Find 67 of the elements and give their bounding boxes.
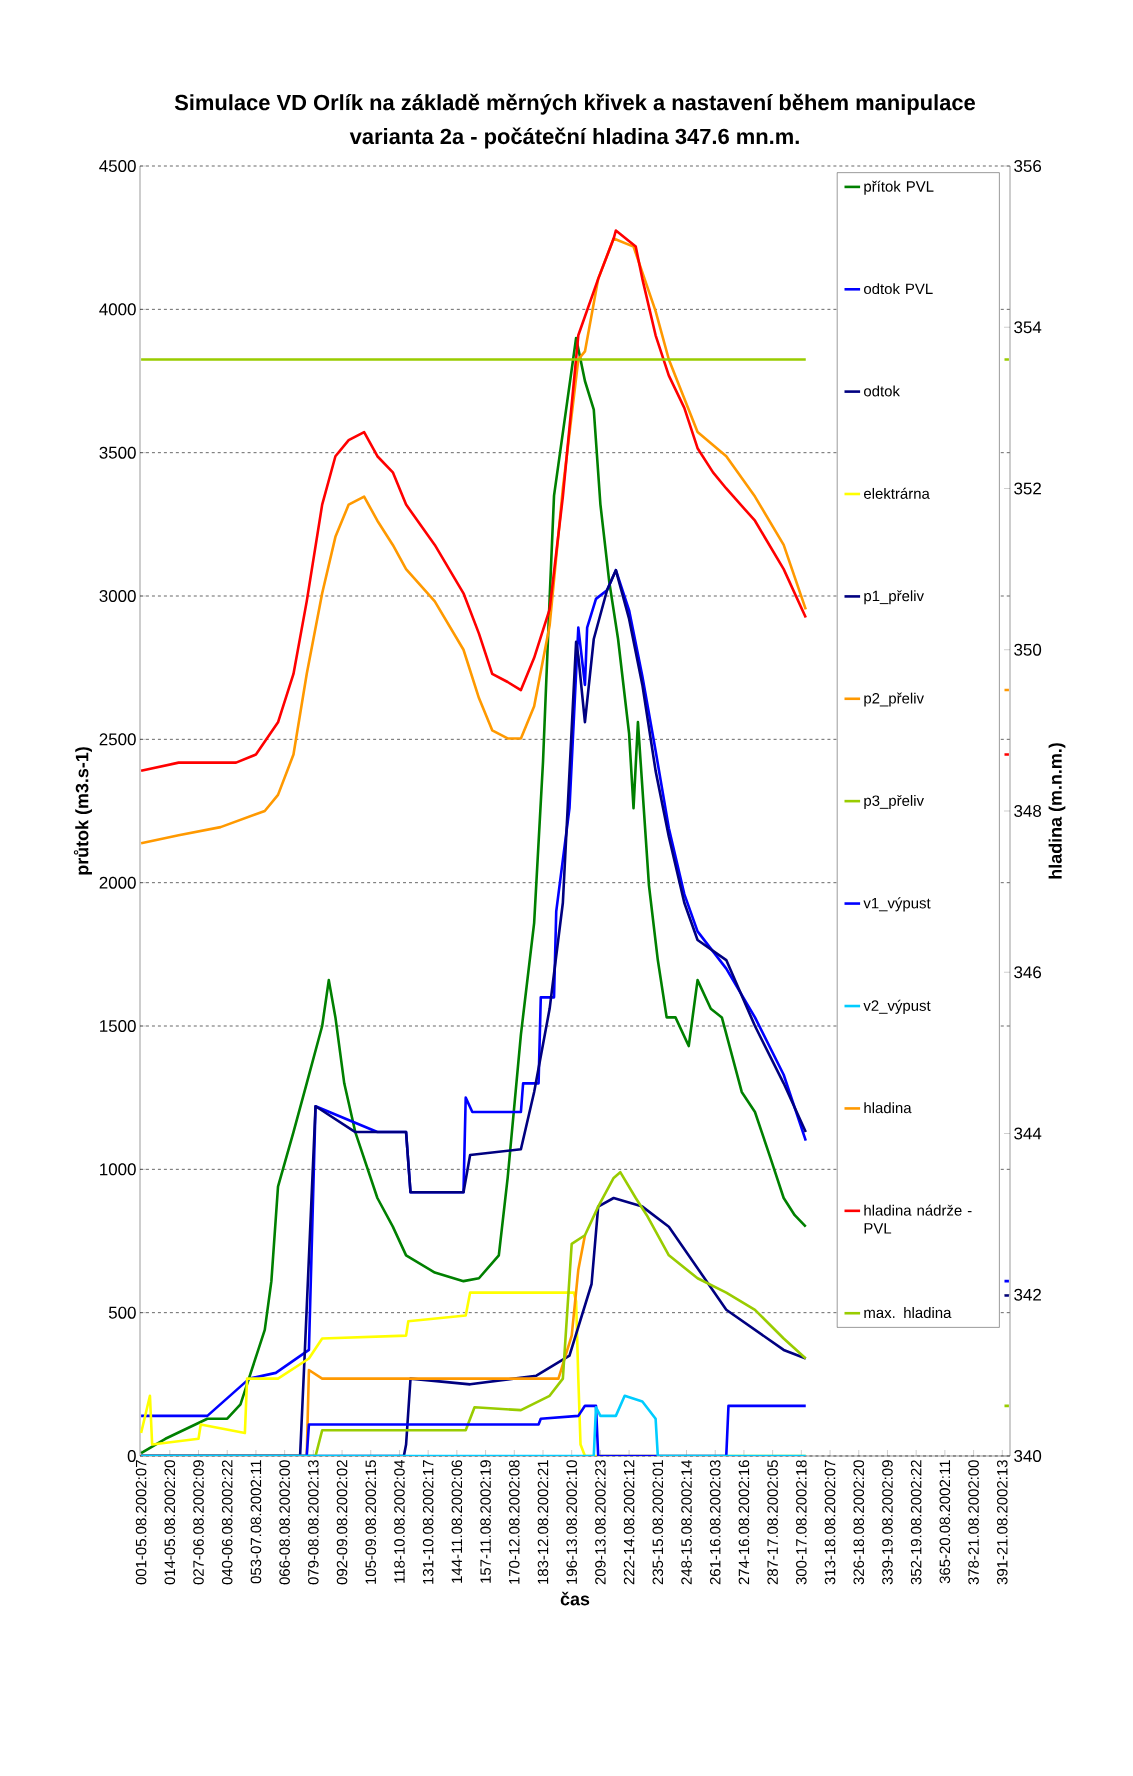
x-tick-label: 235-15.08.2002:01 <box>652 1460 664 1585</box>
legend-label: p1_přeliv <box>864 590 924 605</box>
legend-label: v1_výpust <box>863 897 931 912</box>
x-tick-label: 001-05.08.2002:07 <box>135 1460 147 1585</box>
y2-tick-label: 352 <box>1014 482 1041 495</box>
x-tick-label: 053-07.08.2002:11 <box>250 1460 262 1584</box>
y2-tick-label: 340 <box>1014 1450 1042 1462</box>
y-tick-label: 2500 <box>99 733 136 746</box>
chart-title: Simulace VD Orlík na základě měrných křivek a nastavení během manipulace <box>174 93 975 115</box>
x-tick-label: 378-21.08.2002:00 <box>968 1460 979 1585</box>
legend-label: hladina nádrže - PVL <box>864 1204 972 1234</box>
x-tick-label: 339-19.08.2002:09 <box>882 1460 893 1585</box>
legend-label: p3_přeliv <box>864 794 924 809</box>
x-tick-label: 352-19.08.2002:22 <box>910 1460 922 1585</box>
x-tick-label: 274-16.08.2002:16 <box>738 1460 750 1585</box>
y2-tick-label: 346 <box>1014 966 1042 979</box>
x-tick-label: 196-13.08.2002:10 <box>566 1460 577 1584</box>
legend-label: max. hladina <box>864 1307 952 1319</box>
y-tick-label: 0 <box>127 1450 136 1462</box>
x-tick-label: 105-09.08.2002:15 <box>365 1460 377 1584</box>
x-tick-label: 183-12.08.2002:21 <box>537 1460 549 1584</box>
y-tick-label: 1500 <box>100 1020 136 1032</box>
x-tick-label: 313-18.08.2002:07 <box>824 1460 836 1585</box>
x-tick-label: 144-11.08.2002:06 <box>451 1460 463 1583</box>
x-tick-label: 248-15.08.2002:14 <box>681 1459 692 1585</box>
x-tick-label: 040-06.08.2002:22 <box>221 1460 233 1585</box>
y-axis-title: průtok (m3.s-1) <box>73 747 92 875</box>
y-tick-label: 500 <box>108 1306 136 1319</box>
x-tick-label: 118-10.08.2002:04 <box>394 1459 405 1583</box>
y2-tick-label: 344 <box>1014 1127 1042 1140</box>
y-tick-label: 4000 <box>99 303 136 316</box>
chart-subtitle: varianta 2a - počáteční hladina 347.6 mn.m. <box>349 127 799 149</box>
y-tick-label: 3000 <box>99 590 136 603</box>
y-tick-label: 3500 <box>99 446 136 459</box>
y-tick-label: 1000 <box>100 1163 136 1176</box>
x-tick-label: 014-05.08.2002:20 <box>164 1460 176 1585</box>
y-tick-label: 4500 <box>99 160 136 173</box>
x-tick-label: 222-14.08.2002:12 <box>623 1460 635 1585</box>
x-tick-label: 157-11.08.2002:19 <box>480 1460 491 1583</box>
x-tick-label: 365-20.08.2002:11 <box>939 1460 951 1584</box>
x-tick-label: 079-08.08.2002:13 <box>308 1460 319 1585</box>
x-tick-label: 261-16.08.2002:03 <box>709 1460 721 1585</box>
y2-axis-title: hladina (m.n.m.) <box>1048 743 1066 879</box>
y2-tick-label: 342 <box>1014 1288 1041 1301</box>
legend-label: odtok PVL <box>864 283 933 295</box>
legend-label: v2_výpust <box>863 999 931 1014</box>
y2-tick-label: 356 <box>1014 159 1042 172</box>
y-tick-label: 2000 <box>99 876 136 889</box>
y2-tick-label: 354 <box>1014 321 1042 334</box>
legend-label: hladina <box>864 1102 912 1114</box>
x-tick-label: 287-17.08.2002:05 <box>767 1460 778 1585</box>
legend-label: p2_přeliv <box>864 692 924 707</box>
x-tick-label: 326-18.08.2002:20 <box>853 1460 865 1585</box>
x-tick-label: 170-12.08.2002:08 <box>508 1460 520 1584</box>
x-tick-label: 066-08.08.2002:00 <box>279 1460 290 1585</box>
x-tick-label: 027-06.08.2002:09 <box>193 1460 204 1585</box>
x-axis-title: čas <box>560 1591 590 1606</box>
y2-tick-label: 350 <box>1014 643 1042 656</box>
x-tick-label: 092-09.08.2002:02 <box>336 1460 348 1585</box>
legend-label: odtok <box>864 385 900 397</box>
x-tick-label: 131-10.08.2002:17 <box>422 1460 434 1584</box>
y2-tick-label: 348 <box>1014 804 1042 817</box>
x-tick-label: 209-13.08.2002:23 <box>595 1460 606 1585</box>
x-tick-label: 391-21.08.2002:13 <box>996 1460 1008 1585</box>
legend-label: elektrárna <box>864 487 930 499</box>
legend-label: přítok PVL <box>864 180 934 195</box>
x-tick-label: 300-17.08.2002:18 <box>796 1460 807 1585</box>
